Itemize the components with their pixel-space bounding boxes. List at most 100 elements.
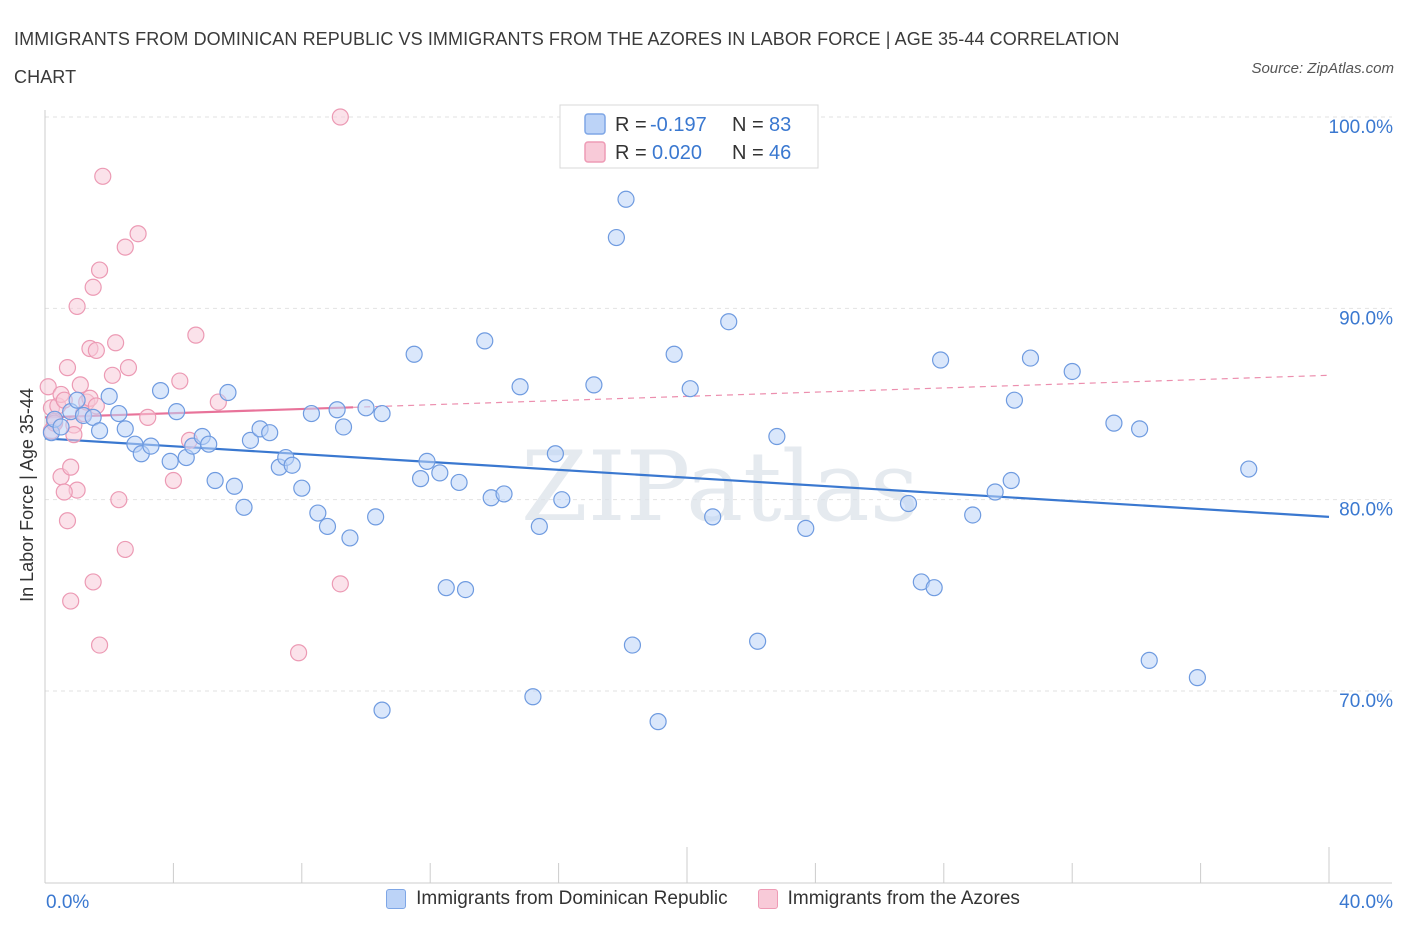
y-tick-labels: 70.0% 80.0% 90.0% 100.0% <box>1329 117 1394 712</box>
point-dominican-republic <box>797 519 815 537</box>
legend-item-azores[interactable]: Immigrants from the Azores <box>757 888 1020 910</box>
point-dominican-republic <box>367 508 385 526</box>
point-azores <box>331 575 349 593</box>
point-dominican-republic <box>623 636 642 654</box>
legend-swatch-pink <box>584 141 606 163</box>
point-dominican-republic <box>373 404 391 423</box>
legend-r-value-2: 0.020 <box>652 142 702 164</box>
point-dominican-republic <box>411 470 430 488</box>
point-dominican-republic <box>261 424 279 442</box>
point-dominican-republic <box>1002 471 1020 490</box>
point-dominican-republic <box>1140 651 1158 669</box>
legend-swatch-azores <box>757 889 778 909</box>
point-dominican-republic <box>100 387 118 405</box>
point-dominican-republic <box>200 435 218 453</box>
point-azores <box>129 225 147 243</box>
y-tick-label: 80.0% <box>1339 500 1393 521</box>
point-dominican-republic <box>617 190 635 208</box>
point-azores <box>90 636 109 654</box>
point-dominican-republic <box>704 508 722 526</box>
point-dominican-republic <box>293 479 311 497</box>
point-azores <box>90 261 109 279</box>
point-azores <box>164 471 182 490</box>
point-dominican-republic <box>511 378 529 396</box>
point-dominican-republic <box>110 404 128 423</box>
point-dominican-republic <box>1021 349 1040 367</box>
legend-r-label-2: R = <box>615 142 647 164</box>
point-dominican-republic <box>68 391 86 409</box>
x-tick-label: 40.0% <box>1339 892 1393 913</box>
point-azores <box>116 238 134 256</box>
point-dominican-republic <box>341 529 359 547</box>
point-dominican-republic <box>665 345 683 363</box>
point-dominican-republic <box>418 452 436 470</box>
point-azores <box>289 644 308 662</box>
point-dominican-republic <box>1188 669 1206 687</box>
point-azores <box>58 512 77 530</box>
point-dominican-republic <box>357 399 375 417</box>
point-dominican-republic <box>986 483 1004 501</box>
point-dominican-republic <box>309 504 327 522</box>
point-azores <box>103 366 122 384</box>
trend-line-dominican-republic <box>44 437 1330 518</box>
point-azores <box>58 359 77 377</box>
point-azores <box>71 376 89 394</box>
grid <box>45 116 1392 692</box>
legend-label-azores: Immigrants from the Azores <box>787 888 1020 909</box>
point-azores <box>139 408 157 426</box>
point-dominican-republic <box>720 313 738 331</box>
point-azores <box>84 278 102 296</box>
point-dominican-republic <box>524 688 542 706</box>
point-dominican-republic <box>206 471 224 490</box>
point-dominican-republic <box>283 456 301 474</box>
legend-swatch-dominican-republic <box>386 889 407 909</box>
point-dominican-republic <box>219 383 237 402</box>
points-dominican-republic <box>42 190 1258 731</box>
point-azores <box>187 326 205 344</box>
point-azores <box>84 573 102 591</box>
points-azores <box>39 108 349 662</box>
point-dominican-republic <box>607 228 625 247</box>
legend-n-label-1: N = <box>732 114 764 136</box>
point-dominican-republic <box>161 452 179 470</box>
axes <box>44 110 1392 884</box>
point-dominican-republic <box>1005 391 1024 409</box>
point-dominican-republic <box>546 445 564 463</box>
legend-r-label-1: R = <box>615 114 647 136</box>
legend-r-value-1: -0.197 <box>650 114 707 136</box>
legend-item-dominican-republic[interactable]: Immigrants from Dominican Republic <box>386 888 728 910</box>
chart-title: IMMIGRANTS FROM DOMINICAN REPUBLIC VS IM… <box>14 29 1120 87</box>
point-dominican-republic <box>116 420 134 438</box>
point-dominican-republic <box>225 477 243 495</box>
point-azores <box>39 378 57 396</box>
point-dominican-republic <box>749 632 767 650</box>
point-azores <box>87 341 105 360</box>
point-dominican-republic <box>1240 460 1258 478</box>
point-azores <box>94 167 112 185</box>
chart-source: Source: ZipAtlas.com <box>1251 60 1394 77</box>
y-axis-label: In Labor Force | Age 35-44 <box>17 388 37 602</box>
legend-swatch-blue <box>584 113 606 135</box>
point-dominican-republic <box>964 506 982 524</box>
point-azores <box>119 359 138 377</box>
point-azores <box>107 334 125 352</box>
point-dominican-republic <box>925 579 943 597</box>
point-dominican-republic <box>649 713 667 731</box>
point-dominican-republic <box>530 517 548 536</box>
point-dominican-republic <box>1131 420 1149 438</box>
point-azores <box>331 108 349 126</box>
point-dominican-republic <box>456 580 475 599</box>
point-dominican-republic <box>334 418 353 436</box>
point-dominican-republic <box>768 427 786 446</box>
point-dominican-republic <box>151 382 170 400</box>
legend-n-value-1: 83 <box>769 114 791 136</box>
legend-n-value-2: 46 <box>769 142 791 164</box>
legend-bottom: Immigrants from Dominican Republic Immig… <box>0 888 1406 910</box>
point-dominican-republic <box>476 332 494 350</box>
point-dominican-republic <box>142 437 160 455</box>
point-dominican-republic <box>318 517 337 536</box>
point-azores <box>171 372 189 390</box>
point-dominican-republic <box>52 418 70 436</box>
point-dominican-republic <box>235 498 253 516</box>
